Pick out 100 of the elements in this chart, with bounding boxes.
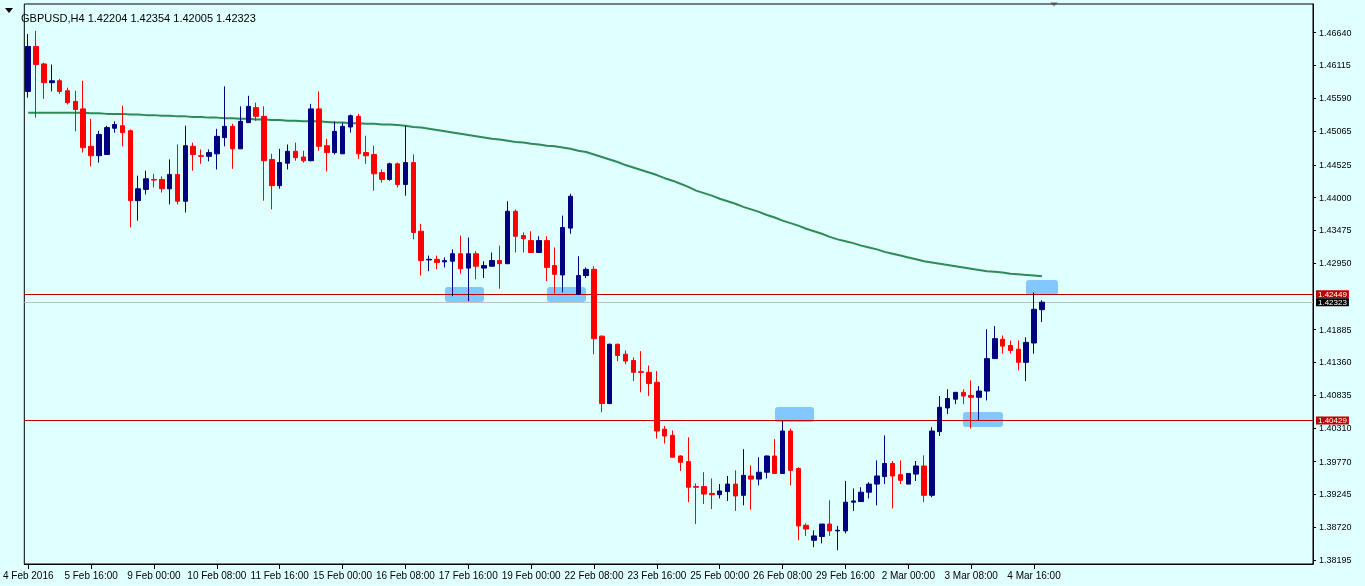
candlestick (198, 148, 204, 165)
candlestick (497, 245, 502, 290)
x-tick-label: 9 Feb 00:00 (127, 569, 182, 581)
x-tick-label: 11 Feb 16:00 (250, 569, 310, 581)
candlestick (308, 103, 314, 162)
candlestick (568, 193, 573, 235)
candlestick (670, 429, 675, 458)
candlestick (418, 223, 424, 277)
candlestick (890, 460, 895, 509)
candlestick (348, 114, 353, 134)
candlestick (709, 477, 715, 510)
y-tick-label: 1.45065 (1319, 126, 1352, 137)
y-tick-label: 1.38195 (1319, 554, 1352, 565)
candlestick (246, 95, 251, 124)
x-tick-label: 26 Feb 08:00 (753, 569, 813, 581)
ref-line-label: 1.40429 (1318, 415, 1348, 425)
candlestick (206, 148, 212, 162)
candlestick (49, 64, 55, 92)
candlestick (788, 428, 793, 486)
y-tick-label: 1.39245 (1319, 489, 1352, 500)
candlestick (481, 260, 487, 279)
candlestick (175, 143, 180, 205)
candlestick (434, 255, 440, 270)
candlestick (261, 105, 267, 202)
candlestick (505, 200, 510, 265)
candlestick (442, 256, 447, 268)
y-tick-label: 1.40310 (1319, 422, 1352, 433)
candlestick (874, 459, 880, 506)
candlestick (827, 499, 832, 537)
candlestick (646, 364, 652, 397)
candlestick (772, 438, 777, 474)
y-tick-label: 1.41885 (1319, 324, 1352, 335)
candlestick (992, 325, 998, 360)
candlestick (615, 343, 620, 362)
y-tick-label: 1.42950 (1319, 258, 1352, 269)
x-tick-label: 16 Feb 08:00 (375, 569, 436, 581)
candlestick (411, 153, 416, 240)
x-tick-label: 19 Feb 00:00 (501, 569, 562, 581)
candlestick (843, 480, 848, 534)
candlestick (120, 105, 125, 147)
candlestick (363, 135, 369, 165)
candlestick (882, 434, 887, 485)
candlestick (33, 30, 39, 119)
candlestick (473, 250, 479, 280)
candlestick (638, 350, 644, 393)
candlestick (945, 388, 950, 415)
x-tick-label: 22 Feb 08:00 (564, 569, 624, 581)
candlestick (921, 454, 927, 503)
candlestick (1023, 336, 1029, 382)
candlestick (332, 120, 337, 155)
candlestick (654, 370, 660, 440)
candlestick (701, 471, 707, 505)
candlestick (1000, 335, 1005, 355)
candlestick (764, 454, 770, 479)
y-tick-label: 1.46640 (1319, 27, 1352, 38)
candlestick (968, 379, 974, 430)
candlestick (151, 173, 157, 189)
y-tick-label: 1.38720 (1319, 522, 1352, 533)
candlestick (214, 128, 220, 170)
y-tick-label: 1.44525 (1319, 159, 1352, 170)
candlestick (631, 356, 636, 382)
candlestick (678, 454, 683, 472)
candlestick (356, 113, 361, 160)
candlestick (819, 523, 825, 544)
candlestick (937, 395, 942, 437)
candlestick (65, 87, 70, 106)
candlestick (513, 208, 518, 253)
candlestick (135, 175, 141, 222)
candlestick (521, 232, 526, 253)
candlestick (756, 456, 762, 486)
y-tick-label: 1.43475 (1319, 225, 1352, 236)
x-tick-label: 15 Feb 00:00 (313, 569, 373, 581)
y-tick-label: 1.44000 (1319, 192, 1352, 203)
candlestick (104, 125, 110, 155)
ref-line-label: 1.42449 (1318, 289, 1348, 299)
candlestick (591, 265, 597, 355)
candlestick (183, 125, 188, 214)
candlestick (1008, 340, 1013, 355)
candlestick (906, 472, 911, 485)
candlestick (953, 391, 958, 405)
candlestick (190, 142, 196, 172)
candlestick (316, 90, 322, 152)
y-tick-label: 1.39770 (1319, 456, 1352, 467)
x-tick-label: 29 Feb 16:00 (815, 569, 876, 581)
candlestick (607, 343, 612, 405)
candlestick (717, 483, 722, 499)
candlestick (796, 466, 801, 541)
candlestick (858, 486, 864, 503)
candlestick (552, 246, 557, 295)
candlestick (230, 123, 235, 170)
y-tick-label: 1.46115 (1319, 60, 1351, 71)
candlestick (371, 145, 377, 192)
candlestick (748, 464, 754, 511)
x-tick-label: 2 Mar 00:00 (881, 569, 936, 581)
candlestick (662, 425, 667, 445)
candlestick (96, 130, 102, 164)
candlestick (167, 158, 172, 205)
candlestick (576, 255, 581, 295)
candlestick (340, 122, 345, 155)
candlestick (128, 128, 133, 228)
